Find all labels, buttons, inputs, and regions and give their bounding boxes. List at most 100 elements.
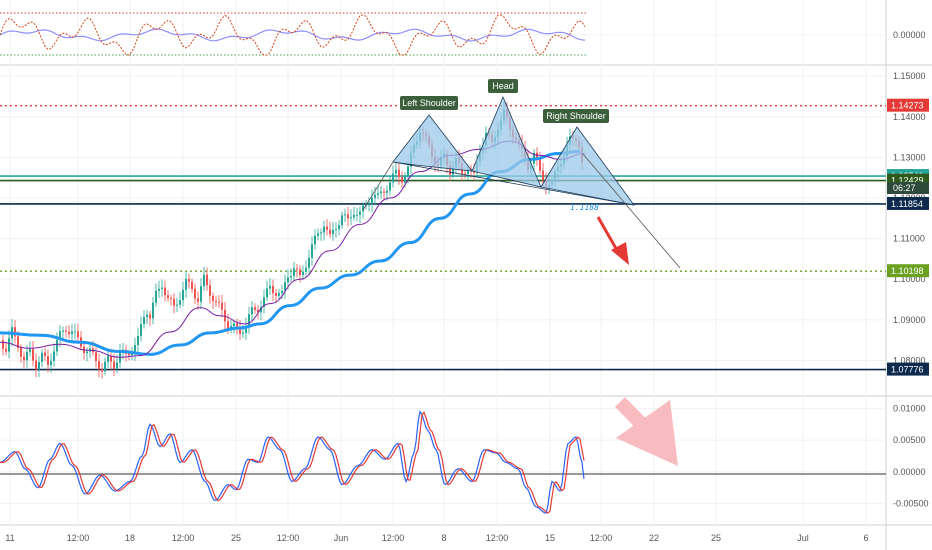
neckline-value-label: 1.1188 [570,203,599,212]
price-axis[interactable]: 1.150001.140001.130001.120001.110001.100… [893,71,926,365]
candle-body [317,233,319,236]
candle-body [284,282,286,291]
time-tick-label: 11 [5,533,14,543]
candle-body [230,325,232,329]
head-label[interactable]: Head [488,79,518,93]
right-shoulder-triangle[interactable] [540,126,635,206]
neckline[interactable] [392,161,635,206]
candle-body [272,285,274,294]
time-tick-label: 25 [231,533,241,543]
candle-body [104,361,106,372]
candle-body [347,214,349,219]
candle-body [98,361,100,370]
candle-body [26,351,28,361]
price-level-badge [887,264,929,278]
candle-body [395,169,397,174]
candle-body [56,339,58,352]
left-shoulder-label[interactable]: Left Shoulder [400,96,458,110]
candle-body [386,190,388,193]
candle-body [152,302,154,319]
candle-body [2,340,4,349]
candle-body [134,345,136,354]
candle-body [299,269,301,275]
price-tick-label: 1.14000 [893,112,926,122]
candle-body [353,214,355,218]
candle-body [374,194,376,198]
price-tick-label: 1.10000 [893,274,926,284]
candle-body [296,268,298,270]
candle-body [539,158,541,171]
candle-body [116,362,118,369]
candle-body [407,166,409,176]
projection-line[interactable] [582,153,681,269]
chart-area[interactable] [0,0,886,550]
candle-body [227,321,229,329]
candle-body [236,323,238,327]
price-tick-label: 1.08000 [893,355,926,365]
macd-tick-label: 0.00000 [893,467,926,477]
down-arrow[interactable] [596,216,629,265]
price-level-badge-text: 1.07776 [891,365,924,375]
large-down-arrow[interactable] [614,397,678,466]
price-tick-label: 1.09000 [893,315,926,325]
candle-body [131,353,133,356]
candle-body [383,191,385,193]
candle-body [74,331,76,333]
candle-body [233,323,235,326]
macd-pane[interactable] [0,397,886,514]
time-tick-label: 12:00 [486,533,509,543]
candle-body [59,331,61,340]
candle-body [215,301,217,303]
candle-body [29,349,31,352]
candle-body [257,309,259,313]
candle-body [278,293,280,296]
candle-body [377,193,379,195]
candle-body [392,173,394,183]
time-tick-label: 12:00 [382,533,405,543]
candle-body [260,306,262,313]
candle-body [62,330,64,332]
candle-body [110,355,112,362]
candle-body [5,348,7,352]
candle-body [23,356,25,361]
candle-body [101,369,103,372]
candle-body [53,351,55,362]
candle-body [212,295,214,302]
oscillator-zero-label: 0.00000 [893,30,926,40]
price-axis-level-labels: 1.142731.125411.124291.118541.101981.077… [887,98,929,376]
candle-body [341,215,343,226]
trend-line[interactable] [362,161,394,211]
candle-body [173,298,175,306]
time-tick-label: 12:00 [590,533,613,543]
time-axis[interactable]: 11 12:00 18 12:00 25 12:00 Jun 12:00 8 12:00 15 12:… [5,533,868,543]
macd-tick-label: -0.00500 [893,499,929,509]
countdown-text: 06:27 [893,183,916,193]
price-pane[interactable]: 1.1188 Left Shoulder Head Right Shoulder [0,79,886,379]
countdown-badge [887,182,929,195]
candle-body [266,288,268,298]
oscillator-pane[interactable]: 0.00000 [0,12,926,56]
candle-body [128,353,130,356]
price-level-badge [887,196,929,210]
time-tick-label: 22 [649,533,659,543]
candle-body [389,182,391,191]
candle-body [371,197,373,205]
candle-body [38,362,40,370]
candle-body [308,257,310,268]
candle-body [65,330,67,332]
right-shoulder-label[interactable]: Right Shoulder [543,109,609,123]
candle-body [326,226,328,230]
macd-axis[interactable]: 0.01000 0.00500 0.00000 -0.00500 [893,403,929,508]
price-level-badge-text: 1.10198 [891,266,924,276]
time-tick-label: 18 [125,533,135,543]
head-triangle[interactable] [471,95,542,188]
macd-tick-label: 0.00500 [893,435,926,445]
candle-body [14,327,16,337]
candle-body [359,211,361,215]
candle-body [323,226,325,233]
macd-signal-line [0,411,585,514]
price-tick-label: 1.15000 [893,71,926,81]
candle-body [287,277,289,283]
candle-body [467,168,469,175]
